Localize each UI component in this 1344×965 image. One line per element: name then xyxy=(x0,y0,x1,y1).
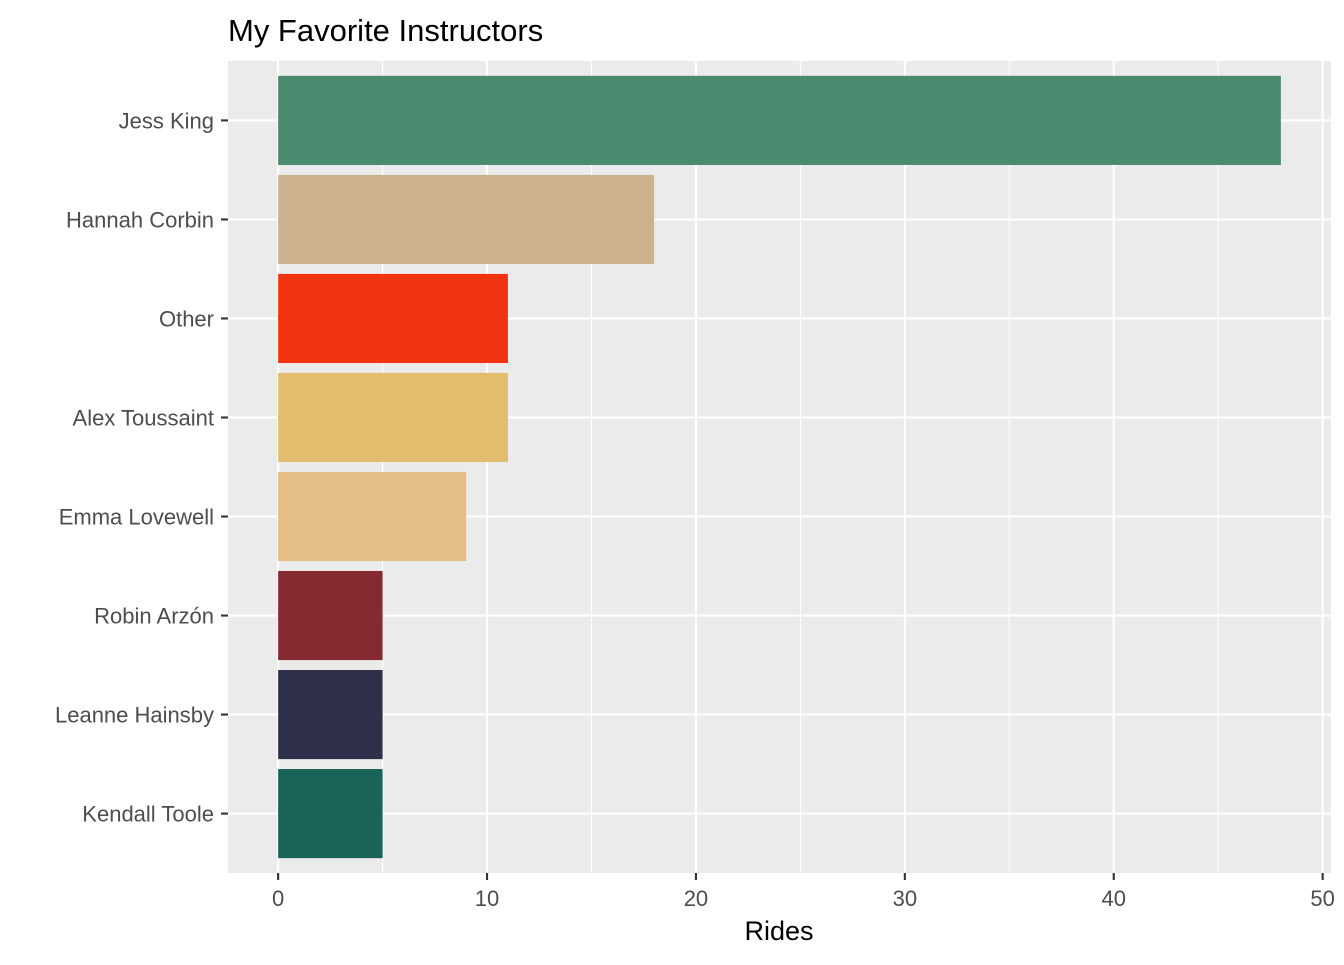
y-tick-label: Hannah Corbin xyxy=(66,207,214,232)
x-tick-label: 40 xyxy=(1102,886,1126,911)
x-axis-title: Rides xyxy=(744,916,813,946)
x-tick-label: 50 xyxy=(1310,886,1334,911)
bar xyxy=(278,174,655,264)
bar xyxy=(278,273,508,364)
y-tick-label: Other xyxy=(159,306,214,331)
y-tick-label: Kendall Toole xyxy=(82,802,214,827)
y-tick-label: Leanne Hainsby xyxy=(55,703,214,728)
bar xyxy=(278,670,383,760)
x-tick-label: 20 xyxy=(684,886,708,911)
bar xyxy=(278,471,467,562)
x-axis: 0 10 20 30 40 50 xyxy=(272,873,1335,911)
bar xyxy=(278,769,383,859)
bar xyxy=(278,75,1281,165)
x-tick-label: 10 xyxy=(475,886,499,911)
grid-layer xyxy=(228,61,1331,873)
y-tick-label: Jess King xyxy=(119,108,214,133)
bar xyxy=(278,372,508,463)
y-tick-label: Robin Arzón xyxy=(94,604,214,629)
x-tick-label: 0 xyxy=(272,886,284,911)
y-tick-label: Alex Toussaint xyxy=(73,405,214,430)
bars-layer xyxy=(278,75,1281,859)
x-tick-label: 30 xyxy=(893,886,917,911)
y-axis: Jess King Hannah Corbin Other Alex Toussain… xyxy=(55,108,228,827)
chart-title: My Favorite Instructors xyxy=(228,13,543,48)
bar xyxy=(278,570,383,661)
y-tick-label: Emma Lovewell xyxy=(59,505,214,530)
